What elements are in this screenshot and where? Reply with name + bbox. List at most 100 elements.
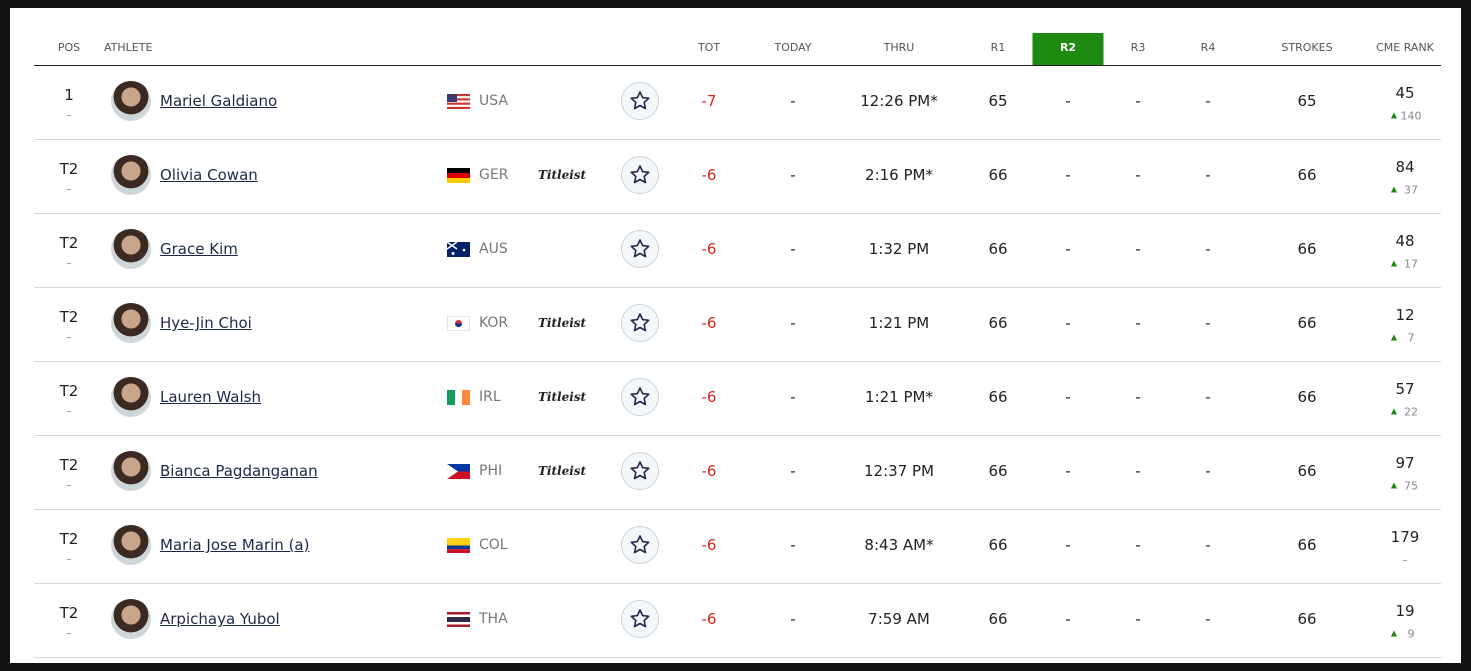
column-header: POS: [57, 41, 81, 54]
position-move: –: [66, 182, 72, 196]
athlete-name[interactable]: Arpichaya Yubol: [160, 610, 280, 628]
favorite-button[interactable]: [621, 304, 659, 342]
thru: 12:26 PM*: [860, 92, 938, 110]
position-move: –: [66, 404, 72, 418]
flag-image: [447, 168, 470, 183]
round-1: 66: [988, 536, 1008, 554]
athlete-name[interactable]: Olivia Cowan: [160, 166, 258, 184]
position: T2: [59, 456, 79, 474]
round-2: -: [1065, 610, 1071, 628]
row-separator: [34, 583, 1441, 584]
round-1: 66: [988, 610, 1008, 628]
column-header: THRU: [883, 41, 915, 54]
sponsor-logo: Titleist: [538, 390, 587, 404]
athlete-name[interactable]: Mariel Galdiano: [160, 92, 278, 110]
position: T2: [59, 604, 79, 622]
favorite-button[interactable]: [621, 452, 659, 490]
avatar: [111, 599, 151, 639]
favorite-button[interactable]: [621, 600, 659, 638]
athlete-name[interactable]: Grace Kim: [160, 240, 238, 258]
column-header: R3: [1130, 41, 1146, 54]
position-move: –: [66, 626, 72, 640]
today: -: [790, 462, 796, 480]
round-1: 66: [988, 462, 1008, 480]
trend-up-icon: ▲: [1390, 110, 1398, 120]
row-separator: [34, 213, 1441, 214]
flag-image: [447, 390, 470, 405]
column-header: R4: [1200, 41, 1216, 54]
total: -6: [701, 536, 717, 554]
sponsor-logo: Titleist: [538, 168, 587, 182]
strokes: 66: [1297, 166, 1317, 184]
round-2: -: [1065, 166, 1071, 184]
trend-up-icon: ▲: [1390, 406, 1398, 416]
athlete-name[interactable]: Lauren Walsh: [160, 388, 261, 406]
athlete-name[interactable]: Bianca Pagdanganan: [160, 462, 318, 480]
position: T2: [59, 308, 79, 326]
thru: 2:16 PM*: [865, 166, 933, 184]
flag-image: [447, 94, 470, 110]
flag-image: [447, 612, 470, 627]
row-separator: [34, 361, 1441, 362]
column-header: R2: [1032, 33, 1104, 65]
round-2: -: [1065, 462, 1071, 480]
cme-rank: 179: [1390, 528, 1420, 546]
strokes: 66: [1297, 314, 1317, 332]
round-4: -: [1205, 536, 1211, 554]
avatar: [111, 155, 151, 195]
total: -6: [701, 314, 717, 332]
column-header: TODAY: [774, 41, 812, 54]
sponsor-logo: Titleist: [538, 316, 587, 330]
favorite-button[interactable]: [621, 156, 659, 194]
flag: [447, 538, 470, 557]
leaderboard: POS ATHLETE TOT TODAY THRU R1 R2 R3 R4 STROKES CME…: [10, 8, 1461, 663]
row-separator: [34, 287, 1441, 288]
trend-up-icon: ▲: [1390, 258, 1398, 268]
position-move: –: [66, 256, 72, 270]
row-separator: [34, 509, 1441, 510]
cme-move: 9: [1407, 627, 1415, 641]
round-3: -: [1135, 610, 1141, 628]
strokes: 66: [1297, 536, 1317, 554]
round-3: -: [1135, 92, 1141, 110]
round-3: -: [1135, 388, 1141, 406]
position-move: –: [66, 108, 72, 122]
country: USA: [479, 93, 508, 109]
today: -: [790, 610, 796, 628]
position-move: –: [66, 478, 72, 492]
column-header: CME RANK: [1376, 41, 1434, 54]
thru: 1:21 PM: [868, 314, 930, 332]
cme-rank: 48: [1395, 232, 1415, 250]
country: THA: [479, 611, 508, 627]
avatar: [111, 377, 151, 417]
avatar: [111, 81, 151, 121]
round-4: -: [1205, 610, 1211, 628]
total: -7: [701, 92, 717, 110]
round-2: -: [1065, 388, 1071, 406]
today: -: [790, 314, 796, 332]
star-icon: [630, 165, 650, 184]
favorite-button[interactable]: [621, 230, 659, 268]
round-3: -: [1135, 314, 1141, 332]
row-separator: [34, 139, 1441, 140]
athlete-name[interactable]: Maria Jose Marin (a): [160, 536, 310, 554]
favorite-button[interactable]: [621, 82, 659, 120]
favorite-button[interactable]: [621, 526, 659, 564]
sponsor-logo: Titleist: [538, 464, 587, 478]
today: -: [790, 536, 796, 554]
favorite-button[interactable]: [621, 378, 659, 416]
athlete-name[interactable]: Hye-Jin Choi: [160, 314, 252, 332]
trend-up-icon: ▲: [1390, 480, 1398, 490]
position: T2: [59, 160, 79, 178]
today: -: [790, 166, 796, 184]
row-separator: [34, 435, 1441, 436]
star-icon: [630, 535, 650, 554]
country: KOR: [479, 315, 509, 331]
column-header: R1: [990, 41, 1006, 54]
column-header: STROKES: [1281, 41, 1333, 54]
row-separator: [34, 657, 1441, 658]
position-move: –: [66, 330, 72, 344]
cme-rank: 97: [1395, 454, 1415, 472]
round-2: -: [1065, 314, 1071, 332]
round-2: -: [1065, 240, 1071, 258]
